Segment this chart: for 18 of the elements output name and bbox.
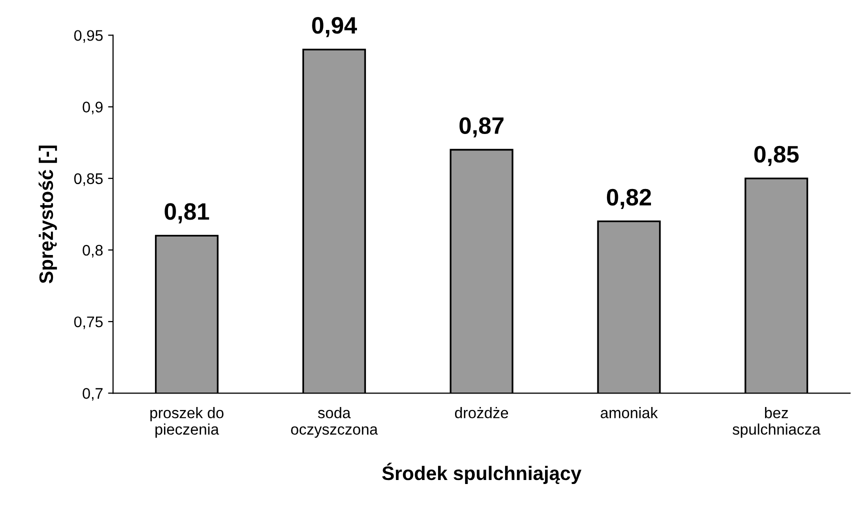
data-label: 0,82 xyxy=(606,188,651,209)
y-axis-title: Sprężystość [-] xyxy=(38,146,57,284)
y-tick-label: 0,9 xyxy=(82,102,103,114)
y-tick-label: 0,8 xyxy=(82,244,103,258)
data-label: 0,81 xyxy=(164,203,210,224)
x-axis-title: Środek spulchniający xyxy=(382,462,582,484)
x-tick-label: proszek do pieczenia xyxy=(150,407,224,438)
x-tick-label: drożdże xyxy=(455,407,508,418)
y-tick-label: 0,75 xyxy=(74,316,103,330)
y-tick-label: 0,7 xyxy=(82,388,103,401)
data-label: 0,94 xyxy=(312,17,358,38)
x-tick-label: amoniak xyxy=(600,407,658,418)
data-label: 0,87 xyxy=(460,117,504,138)
y-tick-label: 0,95 xyxy=(74,30,103,43)
x-tick-label: soda oczyszczona xyxy=(291,407,378,438)
x-tick-label: bez spulchniacza xyxy=(732,407,821,438)
y-tick-label: 0,85 xyxy=(74,173,103,186)
data-label: 0,85 xyxy=(754,146,799,166)
